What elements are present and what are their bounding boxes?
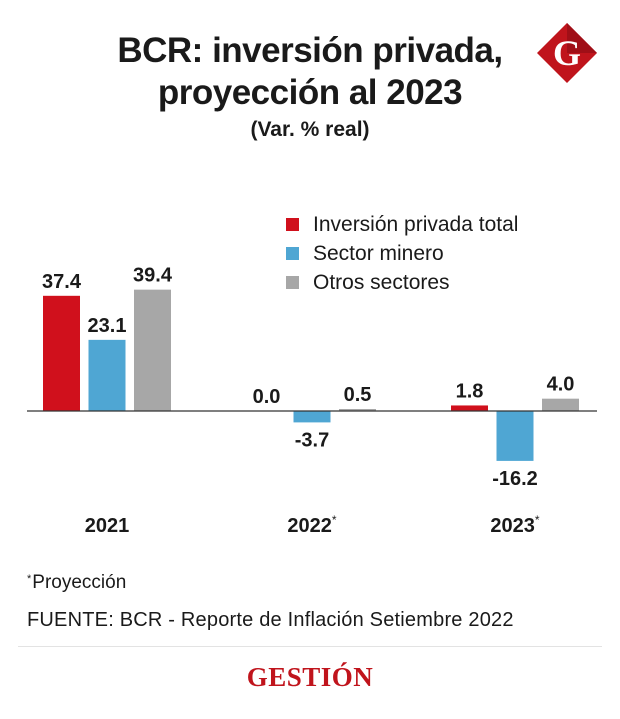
bar-2021-0 (43, 295, 80, 411)
data-label-2023-2: 4.0 (547, 374, 575, 396)
chart-subtitle: (Var. % real) (250, 118, 370, 141)
bar-2021-1 (88, 339, 126, 411)
category-mark-2023: * (535, 513, 540, 527)
data-label-2021-2: 39.4 (133, 265, 173, 287)
legend-item-otros: Otros sectores (286, 268, 518, 297)
bar-chart: 37.4 23.1 39.4 2021 0.0 -3.7 0.5 2022* 1.8 -16.2 4… (27, 265, 597, 537)
legend-label-minero: Sector minero (313, 241, 444, 265)
chart-title-line1: BCR: inversión privada, (117, 31, 503, 70)
legend-swatch-inversion (286, 218, 299, 231)
footnote: *Proyección (27, 572, 126, 594)
bar-2023-0 (451, 405, 488, 411)
data-label-2023-0: 1.8 (456, 380, 484, 402)
footnote-mark: * (27, 573, 32, 585)
legend-swatch-minero (286, 247, 299, 260)
category-mark-2022: * (332, 513, 337, 527)
data-label-2022-2: 0.5 (344, 384, 372, 406)
legend-item-inversion: Inversión privada total (286, 210, 518, 239)
chart-title: BCR: inversión privada, proyección al 20… (0, 30, 620, 114)
bar-2022-1 (293, 411, 331, 423)
chart-legend: Inversión privada total Sector minero Ot… (286, 210, 518, 297)
logo-diamond-shade (567, 23, 597, 53)
bar-2023-2 (542, 398, 579, 411)
bar-2022-2 (339, 409, 376, 411)
legend-label-otros: Otros sectores (313, 270, 450, 294)
legend-item-minero: Sector minero (286, 239, 518, 268)
legend-label-inversion: Inversión privada total (313, 212, 519, 236)
chart-title-line2: proyección al 2023 (157, 73, 463, 112)
source-note: FUENTE: BCR - Reporte de Inflación Setie… (27, 609, 514, 631)
gestion-brand-logo: GESTIÓN (246, 662, 374, 692)
category-label-2022: 2022* (287, 513, 337, 537)
footnote-text: Proyección (32, 572, 127, 593)
logo-letter: G (553, 33, 581, 73)
data-label-2022-1: -3.7 (295, 429, 329, 451)
footer-divider (18, 646, 602, 647)
category-label-2021: 2021 (85, 515, 130, 537)
data-label-2021-1: 23.1 (88, 315, 127, 337)
data-label-2021-0: 37.4 (42, 271, 82, 293)
bar-2021-2 (134, 289, 171, 411)
category-label-2023: 2023* (490, 513, 540, 537)
data-label-2023-1: -16.2 (492, 468, 538, 490)
gestion-g-logo-icon: G (537, 23, 597, 83)
data-label-2022-0: 0.0 (253, 386, 281, 408)
legend-swatch-otros (286, 276, 299, 289)
bar-2023-1 (496, 411, 534, 461)
